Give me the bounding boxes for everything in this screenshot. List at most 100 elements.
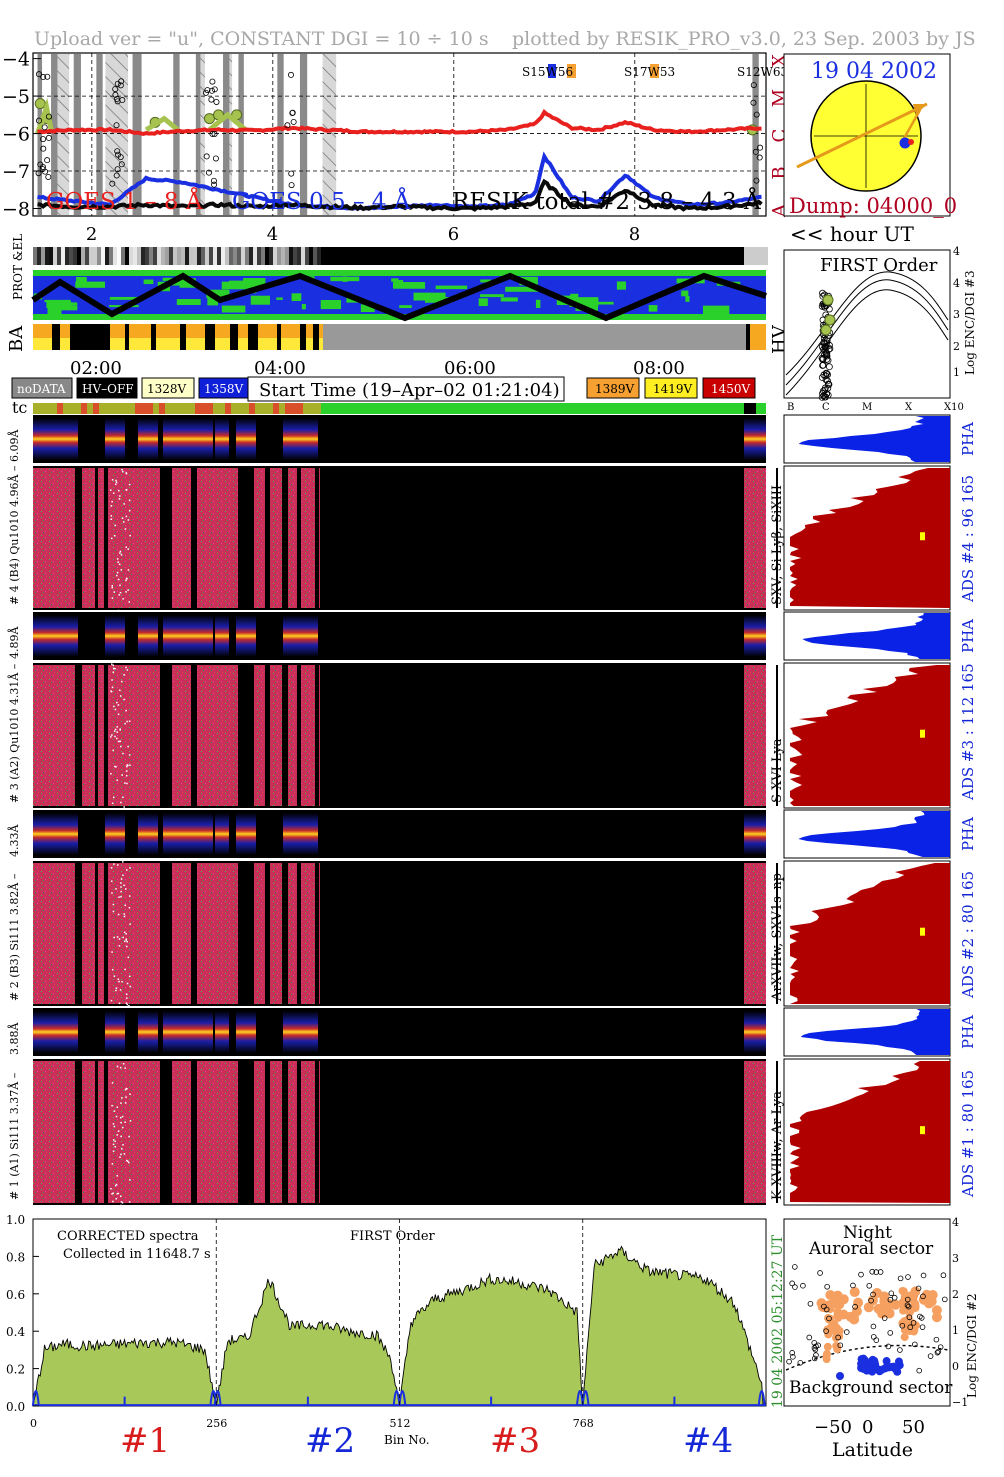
prot-patch (685, 295, 690, 302)
first-order-olive (820, 324, 832, 336)
channel-gap (104, 1061, 108, 1203)
pha-strip-band (138, 813, 158, 855)
strip-cell (281, 247, 285, 265)
pha-strip-band (163, 418, 213, 460)
strip-cell (177, 247, 181, 265)
prot-patch (143, 279, 154, 285)
first-order-point (822, 344, 830, 351)
ads-marker (920, 729, 925, 738)
channel-noise (129, 764, 131, 766)
strip-cell (69, 247, 73, 265)
channel-noise (114, 728, 117, 731)
channel-noise (122, 861, 124, 863)
channel-gap (315, 1061, 319, 1203)
channel-noise (113, 730, 116, 732)
orbit-auroral-point (838, 1294, 849, 1305)
tc-cell (63, 403, 69, 414)
channel-noise (110, 1187, 112, 1190)
channel-noise (117, 609, 120, 612)
channel-noise (111, 734, 113, 736)
strip-cell (760, 247, 764, 265)
channel-noise (123, 521, 125, 523)
channel-gap (191, 863, 197, 1004)
pha-strip-band (283, 813, 318, 855)
orbit-background-point (836, 1372, 844, 1380)
orbit-point (789, 1280, 795, 1287)
sun-position-marker (899, 137, 911, 149)
channel-noise (127, 548, 129, 550)
ba-gap (313, 324, 319, 350)
pha-strip-band (33, 418, 78, 460)
strip-cell (45, 247, 49, 265)
ba-gap (151, 324, 156, 350)
saa-hatched-band (322, 54, 337, 215)
channel-noise (118, 594, 121, 596)
channel-noise (119, 689, 121, 691)
channel-noise (122, 470, 124, 473)
resik-count-point (114, 148, 121, 155)
ba-gap (277, 324, 281, 350)
first-order-ytick: 3 (953, 308, 960, 321)
channel-noise (111, 586, 113, 589)
orbit-point (941, 1296, 948, 1303)
first-order-point (825, 381, 833, 388)
channel-noise (125, 888, 127, 890)
channel-noise (118, 1002, 121, 1005)
strip-cell (253, 247, 257, 265)
channel-noise (116, 726, 118, 728)
channel-noise (125, 591, 127, 593)
orbit-point (897, 1347, 903, 1353)
first-order-point (819, 289, 826, 297)
channel-noise (123, 1153, 126, 1155)
orbit-arrow (796, 102, 928, 169)
channel-noise (123, 698, 125, 701)
strip-cell (193, 247, 197, 265)
orbit-point (868, 1297, 874, 1304)
pha-strip-band (283, 615, 318, 657)
tc-cell (315, 403, 321, 414)
prot-patch (535, 299, 541, 308)
strip-cell (217, 247, 221, 265)
tc-cell (297, 403, 303, 414)
olive-marker (203, 113, 215, 125)
channel-gap (250, 863, 254, 1004)
channel-noise (121, 1115, 124, 1118)
first-order-xtick: X10 (944, 402, 964, 413)
channel-speckle (744, 1061, 766, 1203)
resik-count-point (210, 177, 217, 184)
strip-cell (97, 247, 101, 265)
strip-cell (209, 247, 213, 265)
prot-patch (399, 305, 412, 309)
channel-gap (315, 665, 319, 806)
prot-patch (500, 297, 518, 302)
tc-cell (183, 403, 189, 414)
strip-cell (213, 247, 217, 265)
channel-noise (120, 886, 122, 888)
channel-gap (191, 665, 197, 806)
strip-cell (121, 247, 125, 265)
orbit-auroral-point (824, 1330, 833, 1339)
strip-cell (233, 247, 237, 265)
legend-swatch (644, 377, 698, 399)
resik-count-point (40, 145, 47, 152)
pha-strip-band (105, 1011, 125, 1053)
channel-noise (120, 895, 122, 898)
first-order-ylabel: Log ENC/DGI #3 (963, 270, 977, 375)
resik-count-point (209, 78, 216, 85)
orbit-point (843, 1329, 850, 1335)
resik-count-point (36, 117, 43, 124)
tc-cell (237, 403, 243, 414)
orbit-panel: Night Auroral sector Background sector −… (783, 1216, 979, 1461)
channel-noise (120, 1201, 123, 1203)
orbit-point (823, 1328, 829, 1334)
tc-cell (291, 403, 297, 414)
resik-count-point (209, 130, 216, 137)
pha-strip-band (215, 813, 229, 855)
channel-noise (111, 1082, 114, 1084)
resik-count-point (757, 144, 764, 151)
prot-patch (360, 304, 375, 313)
channel-noise (124, 1102, 127, 1104)
prot-patch (221, 281, 254, 290)
channel-noise (123, 913, 126, 915)
orbit-point (812, 1346, 819, 1353)
